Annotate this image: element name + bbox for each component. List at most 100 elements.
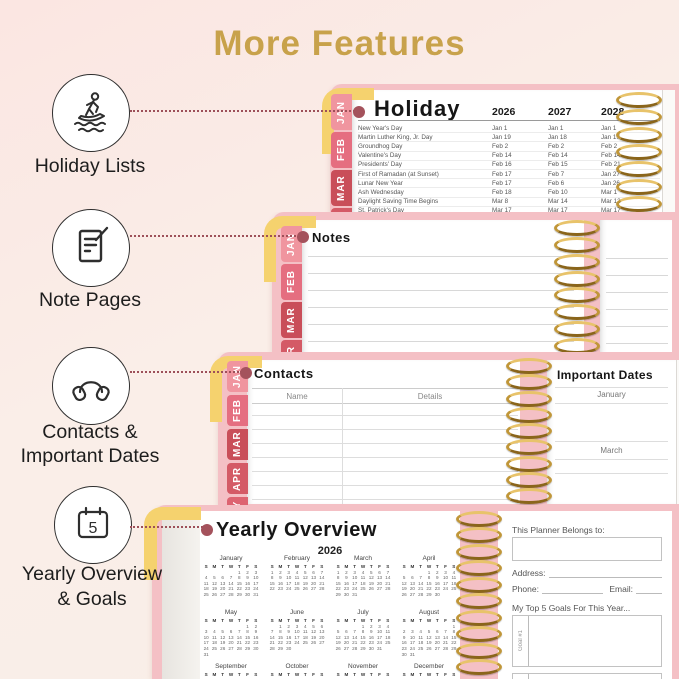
day-cell: 3 [411,629,414,635]
day-cell: 1 [279,623,282,629]
dow-cell: M [278,618,283,623]
spiral-coil [616,109,662,126]
mini-month-name: December [414,663,444,670]
day-cell: 31 [409,651,415,657]
spiral-coil [554,304,600,321]
dow-cell: T [369,672,373,677]
day-cell: 11 [212,634,217,640]
dow-cell: T [419,564,423,569]
day-cell: 10 [286,575,292,581]
day-cell: 17 [377,634,383,640]
mini-month-week: 5 6 7 8 9 10 11 [334,629,392,635]
holiday-name: St. Patrick's Day [358,207,404,215]
month-tab-feb: FEB [227,395,248,426]
day-cell: 19 [368,580,374,586]
month-tab-mar: MAR [281,302,302,338]
bullet-holiday [353,106,365,118]
day-cell [433,652,441,658]
day-cell: 5 [312,623,315,629]
day-cell [301,646,309,652]
day-cell: 26 [368,586,374,592]
contacts-badge [52,347,130,425]
day-cell: 16 [277,580,283,586]
day-cell: 6 [345,629,348,635]
day-cell: 1 [427,569,431,575]
spiral-coil [456,576,502,593]
dow-cell: W [294,672,300,677]
mini-month-june: June S M T W T F S 1 2 3 4 5 6 7 8 9 10 11 12 13 14 15 16 17 18 19… [268,609,326,659]
day-cell: 18 [211,640,217,646]
dow-cell: T [221,672,225,677]
day-cell: 19 [302,580,308,586]
day-cell: 4 [361,569,365,575]
dow-cell: T [419,672,423,677]
day-cell [252,652,260,658]
holiday-date: Feb 16 [492,161,512,169]
dow-cell: S [452,618,456,623]
day-cell: 18 [385,634,391,640]
day-cell: 19 [220,640,226,646]
yearly-spread: Yearly Overview 2026 January S M T W T F S 1 2 3 4 5… [144,505,679,679]
day-cell: 2 [436,569,439,575]
day-cell [425,652,433,658]
day-cell: 23 [368,640,374,646]
dow-cell: S [386,672,390,677]
spiral-binding [456,511,502,675]
day-cell: 20 [228,640,234,646]
day-cell: 19 [335,640,341,646]
connector-holiday [130,110,355,112]
day-cell: 21 [269,640,275,646]
mini-month-february: February S M T W T F S 1 2 3 4 5 6 7 8 9 10 11 12 13 14 15 16 17… [268,555,326,605]
mini-month-week: 12 13 14 15 16 17 18 [400,581,458,587]
day-cell: 15 [360,634,366,640]
divider [555,473,668,474]
mini-month-week: 21 22 23 24 25 26 27 [268,640,326,646]
dow-cell: T [237,564,241,569]
holiday-date: Feb 2 [548,142,565,150]
bookmark-corner-icon [144,507,201,580]
dow-cell: S [386,564,390,569]
mini-month-december: December S M T W T F S [400,663,458,679]
day-cell: 3 [353,569,356,575]
mini-month-week: 23 24 25 26 27 28 29 [400,646,458,652]
day-cell: 4 [304,623,307,629]
day-cell: 21 [352,640,358,646]
bullet-contacts [240,367,252,379]
spiral-binding [616,92,662,212]
mini-month-week: 8 9 10 11 12 13 14 [334,575,392,581]
day-cell: 3 [254,569,258,575]
day-cell: 25 [302,640,308,646]
dow-cell: S [336,672,340,677]
dow-cell: W [294,618,300,623]
important-dates-section-january: January [597,390,626,399]
belongs-box [512,537,662,561]
dow-cell: W [360,618,366,623]
day-cell [384,592,392,598]
mini-month-week: 1 [400,624,458,630]
day-cell: 14 [352,634,358,640]
goal-side-cell: Goal #1 [513,616,529,666]
day-cell: 14 [385,575,391,581]
holiday-date: Feb 7 [548,170,565,178]
day-cell: 13 [377,575,383,581]
dow-cell: M [278,564,283,569]
holiday-row: First of Ramadan (at Sunset) Feb 17 Feb 7 J… [358,170,660,180]
day-cell: 5 [213,575,216,581]
day-cell: 8 [279,629,282,635]
day-cell: 7 [419,575,422,581]
day-cell: 11 [451,575,457,581]
day-cell: 19 [426,640,432,646]
goals-title: My Top 5 Goals For This Year... [512,603,631,613]
day-cell: 11 [360,575,366,581]
day-cell: 12 [335,634,341,640]
dow-cell: T [303,618,307,623]
day-cell: 3 [204,629,208,635]
day-cell: 2 [345,569,348,575]
spiral-coil [456,626,502,643]
day-cell: 23 [401,645,407,651]
day-cell: 29 [277,645,283,651]
day-cell: 25 [211,645,217,651]
day-cell: 22 [236,586,242,592]
